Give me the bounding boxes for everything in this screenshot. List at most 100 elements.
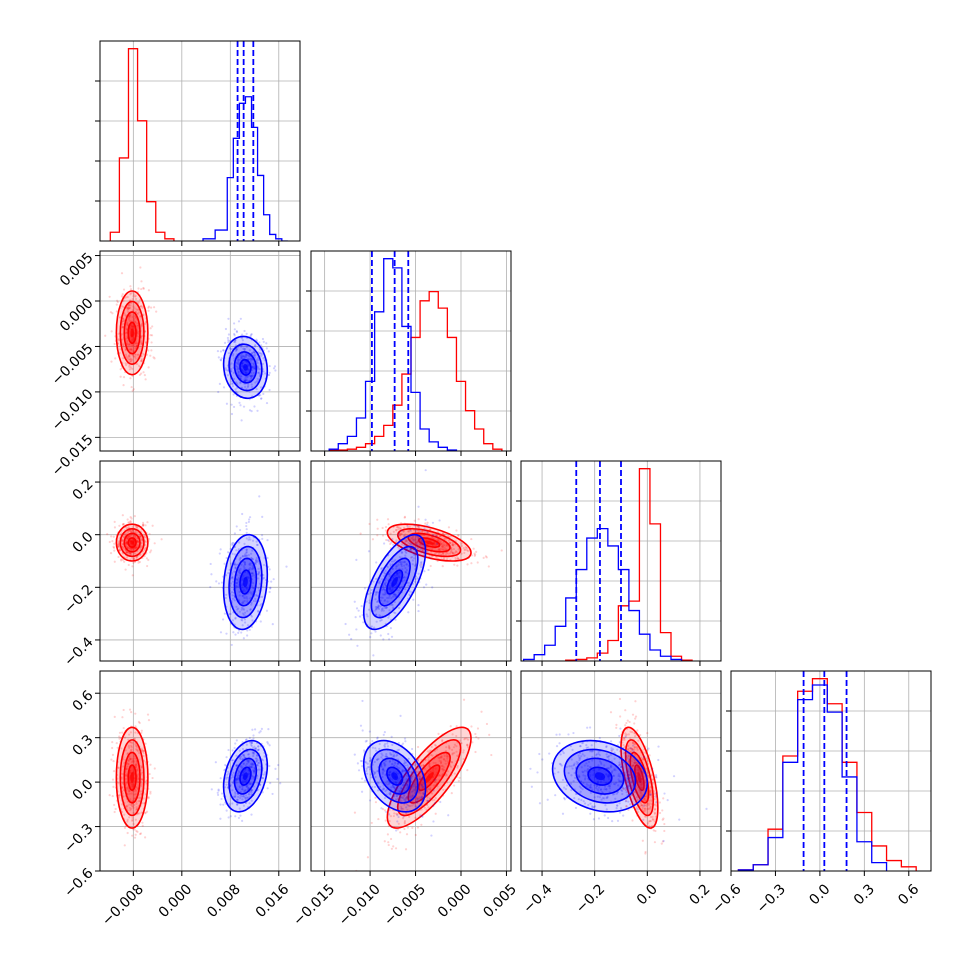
scatter-point: [243, 563, 246, 566]
scatter-point: [117, 332, 120, 335]
scatter-point: [122, 726, 125, 730]
scatter-point: [384, 525, 388, 529]
scatter-point: [262, 573, 265, 577]
contour-line: [127, 321, 137, 345]
scatter-point: [239, 381, 242, 385]
scatter-point: [395, 525, 399, 528]
scatter-point: [475, 735, 478, 739]
scatter-point: [137, 332, 140, 335]
scatter-point: [258, 582, 262, 585]
scatter-point: [245, 378, 248, 381]
scatter-point: [245, 371, 248, 374]
scatter-point: [444, 553, 447, 556]
scatter-point: [240, 602, 244, 605]
scatter-point: [121, 716, 124, 719]
scatter-point: [249, 597, 252, 600]
scatter-point: [121, 538, 124, 541]
scatter-point: [407, 530, 410, 533]
scatter-point: [222, 386, 226, 389]
scatter-point: [220, 357, 223, 360]
scatter-point: [240, 357, 243, 360]
scatter-point: [256, 543, 259, 547]
scatter-point: [400, 532, 403, 535]
scatter-point: [244, 379, 247, 382]
scatter-point: [376, 518, 379, 521]
scatter-point: [248, 736, 251, 740]
scatter-point: [227, 748, 230, 752]
scatter-point: [233, 332, 236, 336]
scatter-point: [243, 348, 246, 351]
scatter-point: [122, 547, 125, 550]
scatter-point: [455, 550, 458, 554]
scatter-point: [247, 554, 251, 557]
scatter-point: [129, 552, 133, 555]
scatter-point: [147, 306, 150, 309]
scatter-point: [241, 361, 244, 364]
scatter-point: [240, 355, 243, 358]
scatter-point: [216, 350, 220, 353]
scatter-point: [245, 586, 248, 590]
scatter-point: [425, 523, 429, 527]
scatter-point: [424, 522, 427, 525]
scatter-point: [132, 295, 135, 298]
scatter-point: [379, 634, 382, 637]
scatter-point: [247, 358, 251, 361]
scatter-point: [258, 373, 261, 376]
scatter-point: [129, 360, 132, 363]
scatter-point: [473, 552, 476, 555]
scatter-point: [113, 560, 116, 563]
scatter-point: [480, 710, 483, 713]
scatter-point: [115, 310, 118, 313]
scatter-point: [131, 819, 134, 822]
scatter-point: [120, 333, 123, 336]
scatter-point: [246, 587, 249, 591]
scatter-point: [405, 539, 408, 542]
scatter-point: [136, 342, 139, 345]
scatter-point: [147, 366, 150, 369]
scatter-point: [260, 534, 264, 537]
scatter-point: [230, 573, 233, 576]
scatter-point: [232, 340, 236, 344]
scatter-point: [405, 551, 408, 554]
scatter-point: [122, 522, 125, 526]
scatter-point: [269, 587, 272, 590]
scatter-point: [394, 611, 397, 615]
scatter-point: [130, 344, 133, 347]
scatter-point: [241, 357, 244, 360]
scatter-point: [248, 536, 251, 539]
scatter-point: [241, 362, 244, 365]
scatter-point: [394, 586, 397, 589]
scatter-point: [127, 521, 130, 524]
scatter-point: [142, 523, 145, 526]
scatter-point: [244, 355, 247, 359]
scatter-point: [473, 554, 476, 558]
scatter-point: [134, 763, 137, 766]
scatter-point: [240, 333, 244, 336]
scatter-point: [465, 549, 469, 552]
scatter-point: [218, 382, 221, 386]
scatter-point: [240, 584, 243, 588]
scatter-point: [377, 604, 380, 607]
scatter-point: [242, 565, 245, 568]
scatter-point: [404, 740, 407, 743]
scatter-point: [127, 307, 130, 310]
scatter-point: [485, 556, 488, 559]
scatter-point: [128, 342, 131, 346]
scatter-point: [241, 819, 244, 822]
scatter-panel-2-1: [310, 460, 512, 666]
scatter-point: [126, 551, 129, 554]
scatter-point: [625, 721, 628, 725]
scatter-point: [266, 787, 269, 790]
scatter-point: [233, 563, 236, 567]
scatter-point: [143, 533, 146, 537]
scatter-point: [420, 823, 423, 826]
scatter-point: [250, 603, 253, 606]
scatter-point: [386, 596, 389, 600]
scatter-point: [353, 811, 357, 814]
scatter-point: [140, 359, 143, 362]
scatter-point: [135, 531, 138, 534]
scatter-point: [375, 608, 378, 611]
scatter-point: [251, 575, 254, 578]
scatter-point: [131, 574, 134, 577]
scatter-point: [210, 788, 213, 791]
